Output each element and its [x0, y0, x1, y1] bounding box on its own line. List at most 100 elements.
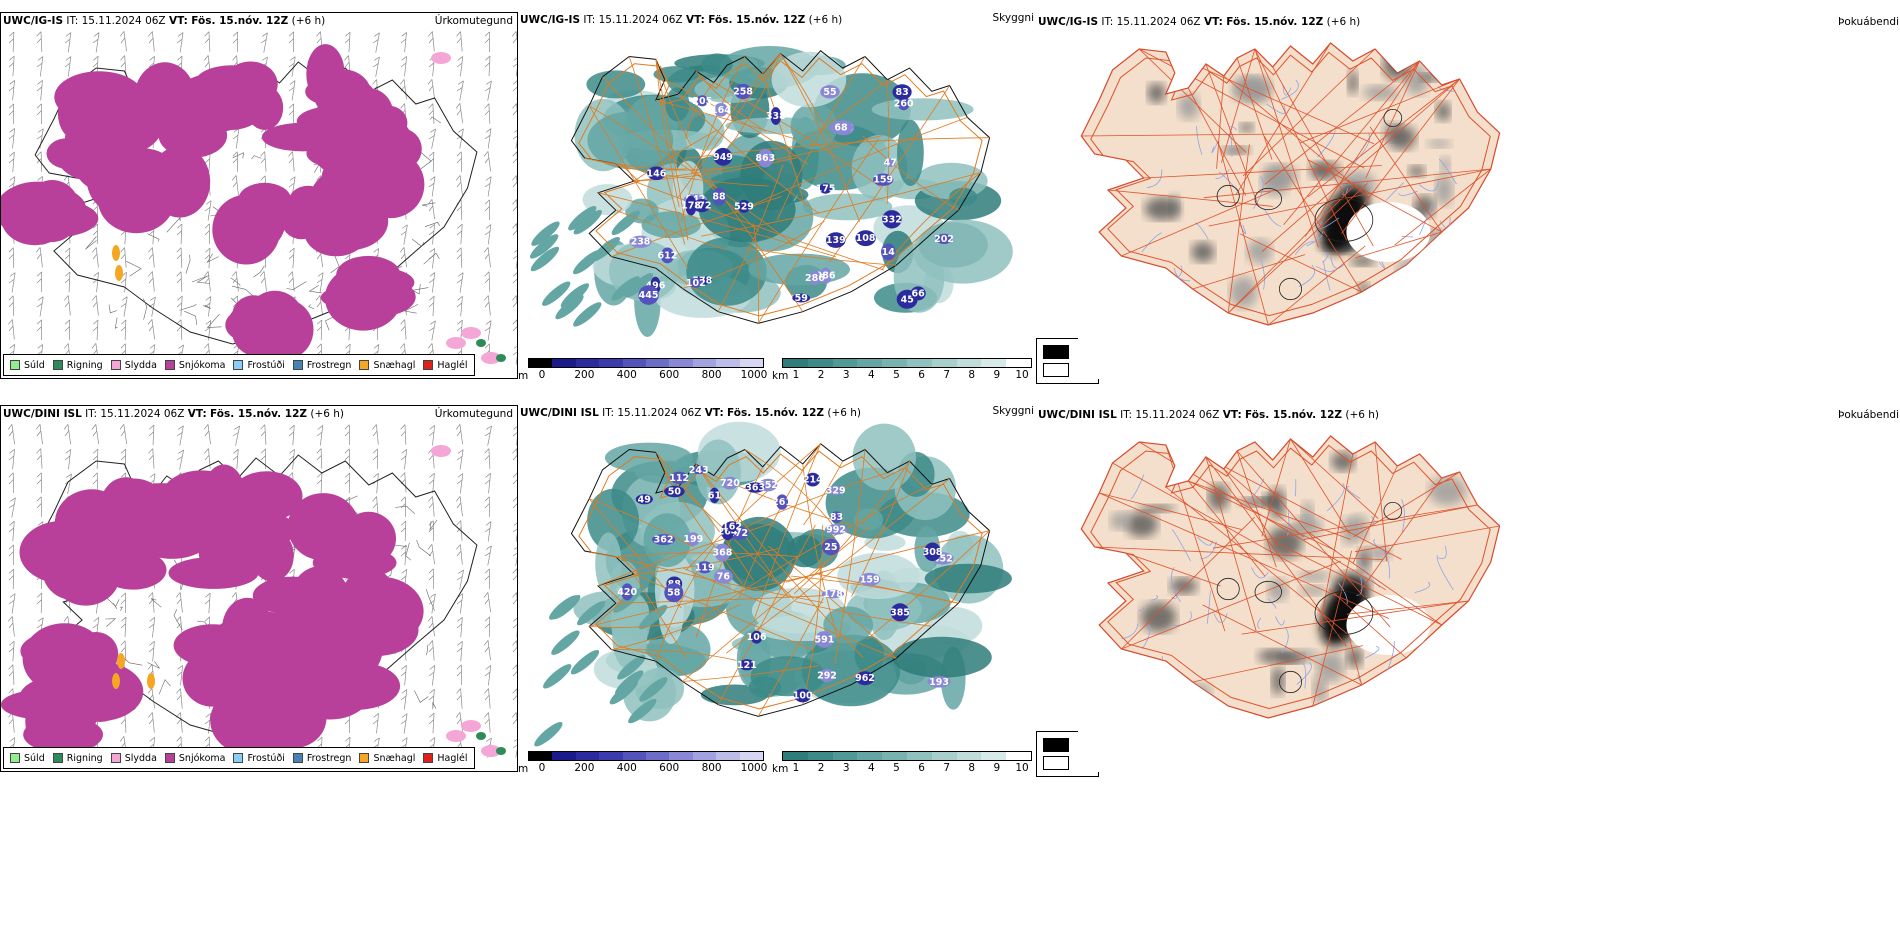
- colorbar-visibility-km: km 1 2 3 4 5 6 7 8 9 10: [772, 751, 1036, 772]
- legend-label: Súld: [24, 359, 45, 371]
- road-network: [578, 53, 990, 324]
- fog-map-bottom: [1080, 435, 1501, 719]
- colorbar-ramp: [528, 751, 764, 761]
- legend-item: Snjókoma: [164, 360, 225, 371]
- colorbar-tick: 10: [1015, 369, 1029, 379]
- legend-item: Rigning: [52, 753, 103, 764]
- colorbar-tick: 4: [867, 762, 875, 772]
- peak-label: 121: [737, 660, 757, 671]
- precip-legend: Súld Rigning Slydda Snjókoma Frostúði Frostre…: [3, 747, 475, 769]
- land-mask: [1080, 435, 1501, 719]
- peak-label: 159: [860, 574, 880, 585]
- legend-label: Slydda: [124, 359, 157, 371]
- peak-label: 452: [933, 553, 953, 564]
- init-label: IT:: [602, 407, 615, 419]
- fog-panel-top: [1078, 12, 1900, 379]
- legend-item: Snæhagl: [359, 360, 415, 371]
- colorbar-tick: 6: [918, 762, 925, 772]
- peak-label: 258: [733, 87, 753, 98]
- valid-label: VT:: [1222, 409, 1242, 421]
- valid-time: Fös. 15.nóv. 12Z: [1245, 409, 1343, 421]
- init-time: 15.11.2024 06Z: [617, 407, 702, 419]
- colorbar-ramp: [782, 751, 1032, 761]
- colorbar-tick: 400: [616, 369, 637, 379]
- peak-label: 286: [805, 273, 825, 284]
- colorbar-tick: 400: [616, 762, 637, 772]
- peak-label: 106: [747, 632, 767, 643]
- colorbar-unit: m: [518, 370, 529, 379]
- colorbar-tick: 1000: [740, 762, 768, 772]
- peak-label: 175: [816, 184, 836, 195]
- peak-label: 88: [712, 192, 726, 203]
- legend-item: Frostregn: [292, 753, 351, 764]
- peak-label: 260: [894, 98, 914, 109]
- peak-label: 14: [882, 247, 896, 258]
- fog-legend-swatch: [1043, 363, 1069, 377]
- legend-label: Súld: [24, 752, 45, 764]
- peak-label: 385: [890, 607, 910, 618]
- cloudtop-panel-top: 9429494962582601082539868820513915961223…: [518, 12, 1036, 379]
- legend-item: Rigning: [52, 360, 103, 371]
- legend-label: Haglél: [437, 359, 468, 371]
- fog-legend-swatch: [1043, 738, 1069, 752]
- peak-label: 139: [826, 235, 846, 246]
- peak-label: 102: [686, 278, 706, 289]
- lead-time: (+6 h): [1326, 16, 1361, 28]
- panel-header: UWC/DINI ISL IT: 15.11.2024 06Z VT: Fös.…: [520, 407, 861, 419]
- peak-label: 66: [911, 288, 925, 299]
- legend-item: Haglél: [423, 753, 468, 764]
- colorbar-tick: 5: [893, 762, 900, 772]
- colorbar-tick: 200: [574, 762, 595, 772]
- colorbar-tick: 5: [893, 369, 900, 379]
- valid-time: Fös. 15.nóv. 12Z: [210, 408, 308, 420]
- cloud-top-peaks: 9429494962582601082539868820513915961223…: [629, 83, 954, 309]
- colorbar-ramp: [782, 358, 1032, 368]
- peak-label: 292: [817, 671, 837, 682]
- snowfall-area: [1, 464, 424, 761]
- cloudtop-map-top: 9429494962582601082539868820513915961223…: [530, 46, 1013, 337]
- model-name: UWC/DINI ISL: [520, 407, 599, 419]
- init-time: 15.11.2024 06Z: [598, 14, 683, 26]
- peak-label: 243: [689, 465, 709, 476]
- peak-label: 58: [667, 588, 681, 599]
- peak-label: 261: [772, 497, 792, 508]
- peak-label: 972: [692, 201, 712, 212]
- peak-label: 61: [708, 490, 721, 501]
- precip-type-panel-bottom: UWC/DINI ISL IT: 15.11.2024 06Z VT: Fös.…: [0, 405, 518, 772]
- fog-legend-swatch: [1043, 345, 1069, 359]
- legend-swatch: [110, 360, 121, 370]
- peak-label: 308: [923, 547, 943, 558]
- colorbar-ramp: [528, 358, 764, 368]
- legend-item: Haglél: [423, 359, 468, 371]
- fog-panel-header-top: UWC/IG-IS IT: 15.11.2024 06Z VT: Fös. 15…: [1038, 16, 1360, 28]
- snowfall-area: [1, 44, 425, 360]
- valid-label: VT:: [187, 408, 207, 420]
- fog-indicator-field: [1135, 50, 1471, 308]
- colorbar-tick: 8: [968, 369, 976, 379]
- valid-label: VT:: [1203, 16, 1223, 28]
- panel-title-precip: Úrkomutegund: [434, 15, 513, 27]
- legend-item: Slydda: [110, 753, 157, 764]
- peak-label: 50: [668, 487, 682, 498]
- peak-label: 83: [895, 87, 908, 98]
- peak-label: 362: [654, 535, 674, 546]
- panel-header: UWC/IG-IS IT: 15.11.2024 06Z VT: Fös. 15…: [3, 15, 325, 27]
- colorbar-tick: 3: [842, 762, 850, 772]
- peak-label: 49: [638, 494, 651, 505]
- peak-label: 202: [934, 234, 954, 245]
- colorbar-tick: 800: [701, 762, 722, 772]
- legend-label: Snjókoma: [178, 752, 226, 764]
- legend-swatch: [423, 360, 434, 370]
- legend-label: Frostúði: [247, 752, 285, 764]
- peak-label: 68: [834, 122, 848, 133]
- peak-label: 108: [856, 233, 876, 244]
- colorbar-tick: 9: [993, 369, 1001, 379]
- peak-label: 112: [669, 473, 689, 484]
- fog-legend-swatch: [1043, 756, 1069, 770]
- colorbar-visibility-km: km 1 2 3 4 5 6 7 8 9 10: [772, 358, 1036, 379]
- peak-label: 238: [631, 237, 651, 248]
- peak-label: 591: [814, 635, 834, 646]
- sleet-spots: [431, 445, 501, 757]
- peak-label: 552: [758, 480, 778, 491]
- peak-label: 164: [711, 105, 731, 116]
